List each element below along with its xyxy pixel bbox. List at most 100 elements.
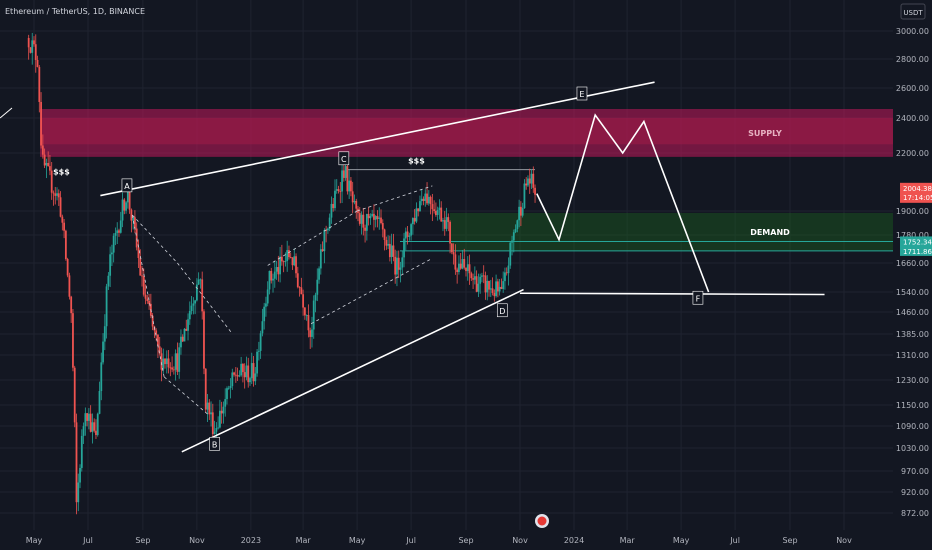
candle-body [245, 365, 248, 378]
candle-body [429, 196, 432, 205]
candle-body [496, 281, 499, 292]
candle-body [197, 279, 200, 285]
candle-body [387, 243, 389, 246]
candle-body [49, 166, 51, 171]
candle-body [201, 279, 204, 312]
time-tick-label: May [349, 536, 366, 545]
price-tick-label: 1030.00 [896, 444, 929, 453]
currency-button[interactable]: USDT [900, 3, 926, 20]
time-tick-label: Mar [296, 536, 312, 545]
symbol-label: Ethereum / TetherUS, 1D, BINANCE [5, 7, 145, 16]
price-tick-label: 1660.00 [896, 259, 929, 268]
candle-body [438, 207, 441, 210]
candle-body [346, 166, 349, 192]
candle-body [420, 198, 423, 202]
candle-body [470, 273, 473, 279]
price-lines-layer [345, 169, 893, 252]
candle-body [385, 240, 388, 246]
candle-body [128, 191, 131, 210]
candle-body [79, 467, 81, 483]
candle-body [231, 372, 234, 387]
time-axis: May Jul Sep Nov 2023 Mar May Jul Sep Nov 2024 Mar Ma… [26, 536, 852, 545]
candle-body [289, 257, 292, 258]
candle-body [364, 227, 366, 231]
candle-body [169, 367, 172, 369]
price-tick-label: 1780.00 [896, 231, 929, 240]
candle-body [419, 201, 421, 212]
candle-body [286, 250, 289, 261]
price-axis-panel[interactable] [893, 0, 932, 530]
candle-body [180, 336, 182, 348]
candle-body [305, 315, 308, 316]
candle-body [162, 358, 165, 370]
candle-body [64, 230, 67, 259]
candle-body [261, 321, 264, 334]
candle-body [505, 272, 508, 274]
price-tick-label: 1460.00 [896, 308, 929, 317]
candle-body [210, 412, 212, 415]
candle-body [417, 208, 420, 212]
candle-body [381, 223, 384, 230]
candle-body [52, 192, 55, 194]
candle-body [323, 230, 326, 252]
candle-body [234, 374, 237, 376]
candle-body [484, 275, 487, 293]
time-tick-label: Nov [189, 536, 205, 545]
candle-body [217, 427, 220, 429]
candle-body [288, 250, 290, 258]
candle-body [408, 235, 411, 237]
wave-label-f: F [696, 294, 701, 303]
candle-body [452, 252, 455, 255]
last-price-tag [900, 182, 932, 203]
candle-body [516, 220, 519, 230]
upper-resistance-line [100, 81, 655, 197]
candle-body [495, 281, 497, 297]
candle-body [447, 217, 450, 222]
candle-body [465, 267, 467, 272]
candle-body [224, 399, 227, 407]
candle-body [204, 368, 207, 410]
candle-body [256, 351, 258, 374]
candle-body [123, 199, 126, 211]
candle-body [360, 214, 363, 224]
candle-body [40, 101, 42, 146]
candle-body [530, 173, 533, 184]
candle-body [252, 363, 255, 382]
candle-body [427, 196, 430, 204]
candle-body [380, 217, 382, 224]
price-line-tag [900, 236, 932, 247]
candle-body [70, 296, 73, 314]
candle-body [282, 261, 285, 263]
candle-body [403, 238, 405, 258]
price-tick-label: 1150.00 [896, 401, 929, 410]
candle-body [229, 386, 232, 388]
candle-body [265, 303, 267, 307]
candle-body [50, 170, 53, 193]
candle-body [185, 328, 188, 331]
candle-body [102, 341, 104, 363]
candle-body [29, 47, 32, 53]
candle-body [181, 336, 184, 342]
time-axis-panel[interactable] [0, 530, 893, 550]
candle-body [171, 367, 173, 370]
price-tick-label: 1310.00 [896, 351, 929, 360]
candle-body [36, 59, 39, 67]
currency-button-frame[interactable] [900, 3, 926, 20]
candle-body [443, 220, 446, 229]
wave-label-a: A [124, 182, 130, 191]
candle-body [279, 256, 281, 275]
candle-body [72, 313, 74, 368]
dashed-pattern-line [131, 214, 178, 264]
candle-body [107, 275, 110, 287]
price-tick-label: 2800.00 [896, 55, 929, 64]
candle-body [296, 273, 299, 288]
candle-body [449, 221, 451, 244]
candle-body [280, 256, 283, 262]
candle-body [339, 191, 342, 192]
candle-body [500, 286, 503, 289]
candle-body [528, 178, 531, 184]
candle-body [518, 206, 521, 221]
candle-body [373, 213, 375, 220]
currency-button-label[interactable]: USDT [903, 9, 923, 17]
